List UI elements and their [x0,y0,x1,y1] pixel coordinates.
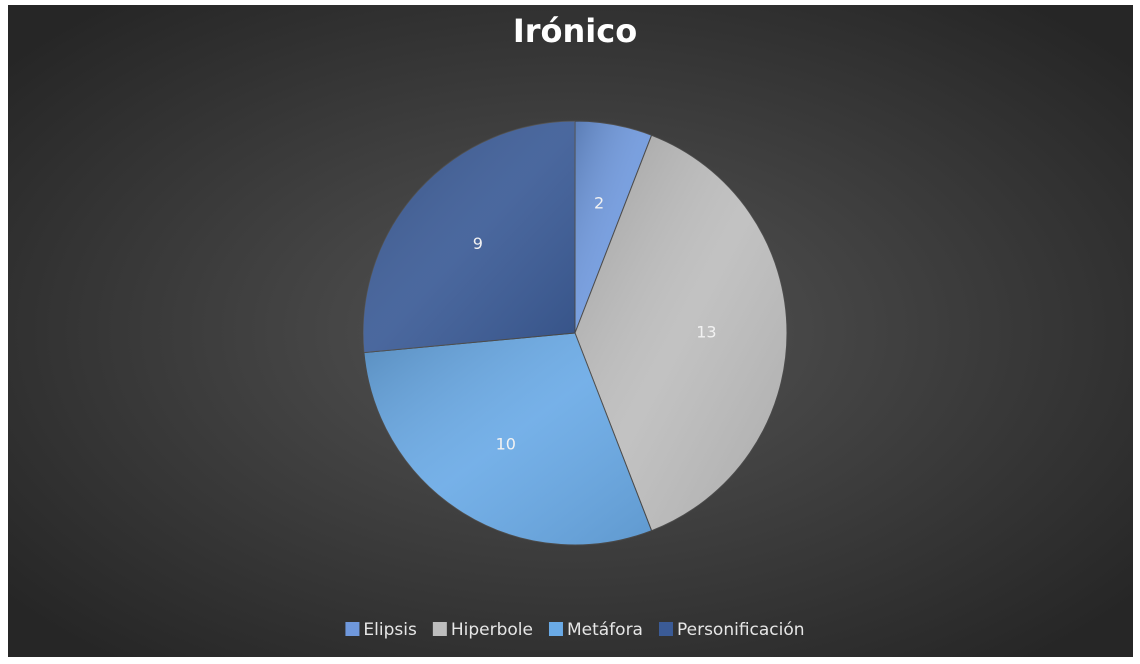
legend-label: Elipsis [363,620,417,640]
slice-shading [575,121,652,333]
data-label: 10 [496,434,516,453]
slice-shading [363,333,652,546]
legend-label: Hiperbole [451,620,533,640]
legend-swatch [345,622,360,636]
slice-shading [363,121,575,353]
legend-swatch [432,622,447,636]
slice-shading [575,135,788,531]
legend-swatch [658,622,673,636]
chart-title: Irónico [513,12,637,50]
data-label: 13 [696,323,716,342]
data-label: 2 [594,193,604,212]
data-label: 9 [473,234,483,253]
legend-label: Metáfora [567,620,643,640]
legend-label: Personificación [677,620,805,640]
legend-swatch [548,622,563,636]
